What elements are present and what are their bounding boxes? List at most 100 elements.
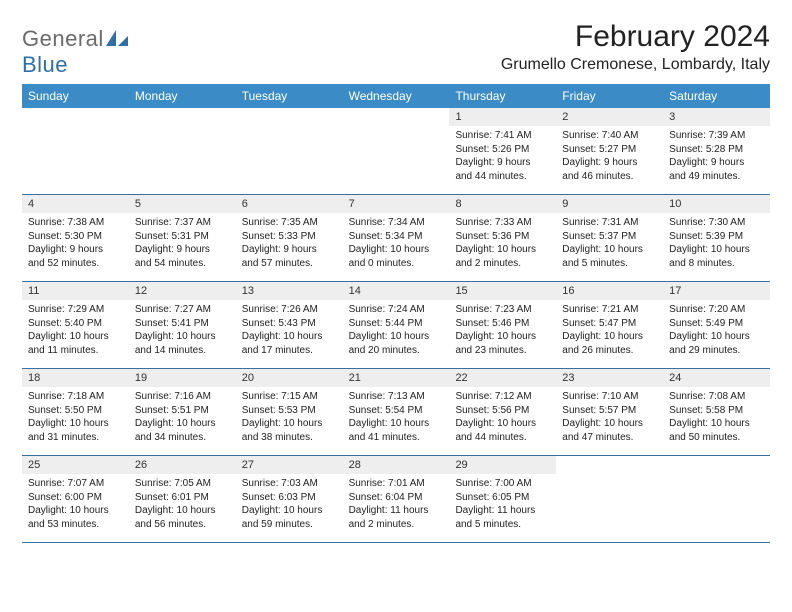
day-line: Sunrise: 7:16 AM <box>135 390 230 404</box>
day-cell: 16 Sunrise: 7:21 AMSunset: 5:47 PMDayligh… <box>556 282 663 368</box>
day-line: Sunset: 5:33 PM <box>242 230 337 244</box>
day-line: Sunrise: 7:38 AM <box>28 216 123 230</box>
day-line: Daylight: 9 hours <box>242 243 337 257</box>
weeks-container: 1Sunrise: 7:41 AMSunset: 5:26 PMDaylight… <box>22 108 770 543</box>
title-block: February 2024 Grumello Cremonese, Lombar… <box>501 20 770 74</box>
day-number: 18 <box>22 369 129 387</box>
day-cell: 28Sunrise: 7:01 AMSunset: 6:04 PMDayligh… <box>343 456 450 542</box>
day-line: and 50 minutes. <box>669 431 764 445</box>
day-cell: 27Sunrise: 7:03 AMSunset: 6:03 PMDayligh… <box>236 456 343 542</box>
day-line: Daylight: 10 hours <box>669 417 764 431</box>
day-line: Daylight: 10 hours <box>562 243 657 257</box>
day-line: and 2 minutes. <box>455 257 550 271</box>
day-line: Sunset: 5:51 PM <box>135 404 230 418</box>
day-cell: 2Sunrise: 7:40 AMSunset: 5:27 PMDaylight… <box>556 108 663 194</box>
day-body: Sunrise: 7:05 AMSunset: 6:01 PMDaylight:… <box>129 474 236 535</box>
day-number: 3 <box>663 108 770 126</box>
day-line: Daylight: 9 hours <box>135 243 230 257</box>
week-row: 1Sunrise: 7:41 AMSunset: 5:26 PMDaylight… <box>22 108 770 195</box>
day-line: Sunset: 5:50 PM <box>28 404 123 418</box>
day-line: and 17 minutes. <box>242 344 337 358</box>
day-cell <box>556 456 663 542</box>
day-cell: 6Sunrise: 7:35 AMSunset: 5:33 PMDaylight… <box>236 195 343 281</box>
day-line: Daylight: 10 hours <box>28 330 123 344</box>
day-cell: 29Sunrise: 7:00 AMSunset: 6:05 PMDayligh… <box>449 456 556 542</box>
day-number: 28 <box>343 456 450 474</box>
day-number: 25 <box>22 456 129 474</box>
day-number: 2 <box>556 108 663 126</box>
day-body: Sunrise: 7:34 AMSunset: 5:34 PMDaylight:… <box>343 213 450 274</box>
day-number: 8 <box>449 195 556 213</box>
day-body: Sunrise: 7:00 AMSunset: 6:05 PMDaylight:… <box>449 474 556 535</box>
logo-text-blue: Blue <box>22 52 68 77</box>
day-line: Daylight: 10 hours <box>135 504 230 518</box>
logo-text-general: General <box>22 26 104 51</box>
day-line: Sunrise: 7:10 AM <box>562 390 657 404</box>
day-line: Sunrise: 7:18 AM <box>28 390 123 404</box>
day-line: and 11 minutes. <box>28 344 123 358</box>
day-line: Sunrise: 7:20 AM <box>669 303 764 317</box>
day-line: Sunset: 5:54 PM <box>349 404 444 418</box>
day-line: and 5 minutes. <box>455 518 550 532</box>
day-cell: 3Sunrise: 7:39 AMSunset: 5:28 PMDaylight… <box>663 108 770 194</box>
day-line: Sunrise: 7:24 AM <box>349 303 444 317</box>
day-line: Sunrise: 7:33 AM <box>455 216 550 230</box>
day-line: Daylight: 11 hours <box>455 504 550 518</box>
day-body: Sunrise: 7:10 AMSunset: 5:57 PMDaylight:… <box>556 387 663 448</box>
day-line: Sunset: 6:05 PM <box>455 491 550 505</box>
day-line: Sunset: 5:41 PM <box>135 317 230 331</box>
day-number: 19 <box>129 369 236 387</box>
day-line: Sunset: 6:01 PM <box>135 491 230 505</box>
day-cell: 13Sunrise: 7:26 AMSunset: 5:43 PMDayligh… <box>236 282 343 368</box>
day-line: and 41 minutes. <box>349 431 444 445</box>
day-line: Daylight: 10 hours <box>349 417 444 431</box>
day-line: and 23 minutes. <box>455 344 550 358</box>
day-body: Sunrise: 7:41 AMSunset: 5:26 PMDaylight:… <box>449 126 556 187</box>
day-cell: 15Sunrise: 7:23 AMSunset: 5:46 PMDayligh… <box>449 282 556 368</box>
day-body: Sunrise: 7:29 AMSunset: 5:40 PMDaylight:… <box>22 300 129 361</box>
day-number: 24 <box>663 369 770 387</box>
day-number: 23 <box>556 369 663 387</box>
day-cell: 22Sunrise: 7:12 AMSunset: 5:56 PMDayligh… <box>449 369 556 455</box>
day-body: Sunrise: 7:35 AMSunset: 5:33 PMDaylight:… <box>236 213 343 274</box>
day-line: Sunset: 5:49 PM <box>669 317 764 331</box>
day-line: Daylight: 9 hours <box>28 243 123 257</box>
day-line: Daylight: 10 hours <box>135 417 230 431</box>
day-line: and 14 minutes. <box>135 344 230 358</box>
day-cell: 24Sunrise: 7:08 AMSunset: 5:58 PMDayligh… <box>663 369 770 455</box>
day-line: Sunrise: 7:30 AM <box>669 216 764 230</box>
day-body: Sunrise: 7:33 AMSunset: 5:36 PMDaylight:… <box>449 213 556 274</box>
day-line: Sunset: 5:31 PM <box>135 230 230 244</box>
day-line: Sunset: 5:47 PM <box>562 317 657 331</box>
weekday-header: Thursday <box>449 84 556 108</box>
day-body: Sunrise: 7:13 AMSunset: 5:54 PMDaylight:… <box>343 387 450 448</box>
day-line: and 0 minutes. <box>349 257 444 271</box>
day-line: Sunrise: 7:08 AM <box>669 390 764 404</box>
day-line: Daylight: 10 hours <box>28 417 123 431</box>
day-line: and 20 minutes. <box>349 344 444 358</box>
day-line: and 26 minutes. <box>562 344 657 358</box>
day-line: Daylight: 10 hours <box>242 417 337 431</box>
logo: GeneralBlue <box>22 26 130 78</box>
day-line: Sunset: 5:56 PM <box>455 404 550 418</box>
page-header: GeneralBlue February 2024 Grumello Cremo… <box>22 20 770 78</box>
day-line: Sunrise: 7:29 AM <box>28 303 123 317</box>
day-line: Daylight: 10 hours <box>562 330 657 344</box>
day-cell: 14Sunrise: 7:24 AMSunset: 5:44 PMDayligh… <box>343 282 450 368</box>
day-body: Sunrise: 7:27 AMSunset: 5:41 PMDaylight:… <box>129 300 236 361</box>
day-line: Sunrise: 7:21 AM <box>562 303 657 317</box>
weekday-header: Sunday <box>22 84 129 108</box>
day-number: 16 <box>556 282 663 300</box>
day-line: Sunset: 5:37 PM <box>562 230 657 244</box>
weekday-header-row: SundayMondayTuesdayWednesdayThursdayFrid… <box>22 84 770 108</box>
day-number: 17 <box>663 282 770 300</box>
day-number: 20 <box>236 369 343 387</box>
day-line: Sunset: 6:00 PM <box>28 491 123 505</box>
day-cell: 1Sunrise: 7:41 AMSunset: 5:26 PMDaylight… <box>449 108 556 194</box>
day-cell: 25Sunrise: 7:07 AMSunset: 6:00 PMDayligh… <box>22 456 129 542</box>
day-number: 9 <box>556 195 663 213</box>
day-line: Sunset: 5:44 PM <box>349 317 444 331</box>
day-line: and 46 minutes. <box>562 170 657 184</box>
day-line: and 57 minutes. <box>242 257 337 271</box>
day-line: Sunrise: 7:03 AM <box>242 477 337 491</box>
